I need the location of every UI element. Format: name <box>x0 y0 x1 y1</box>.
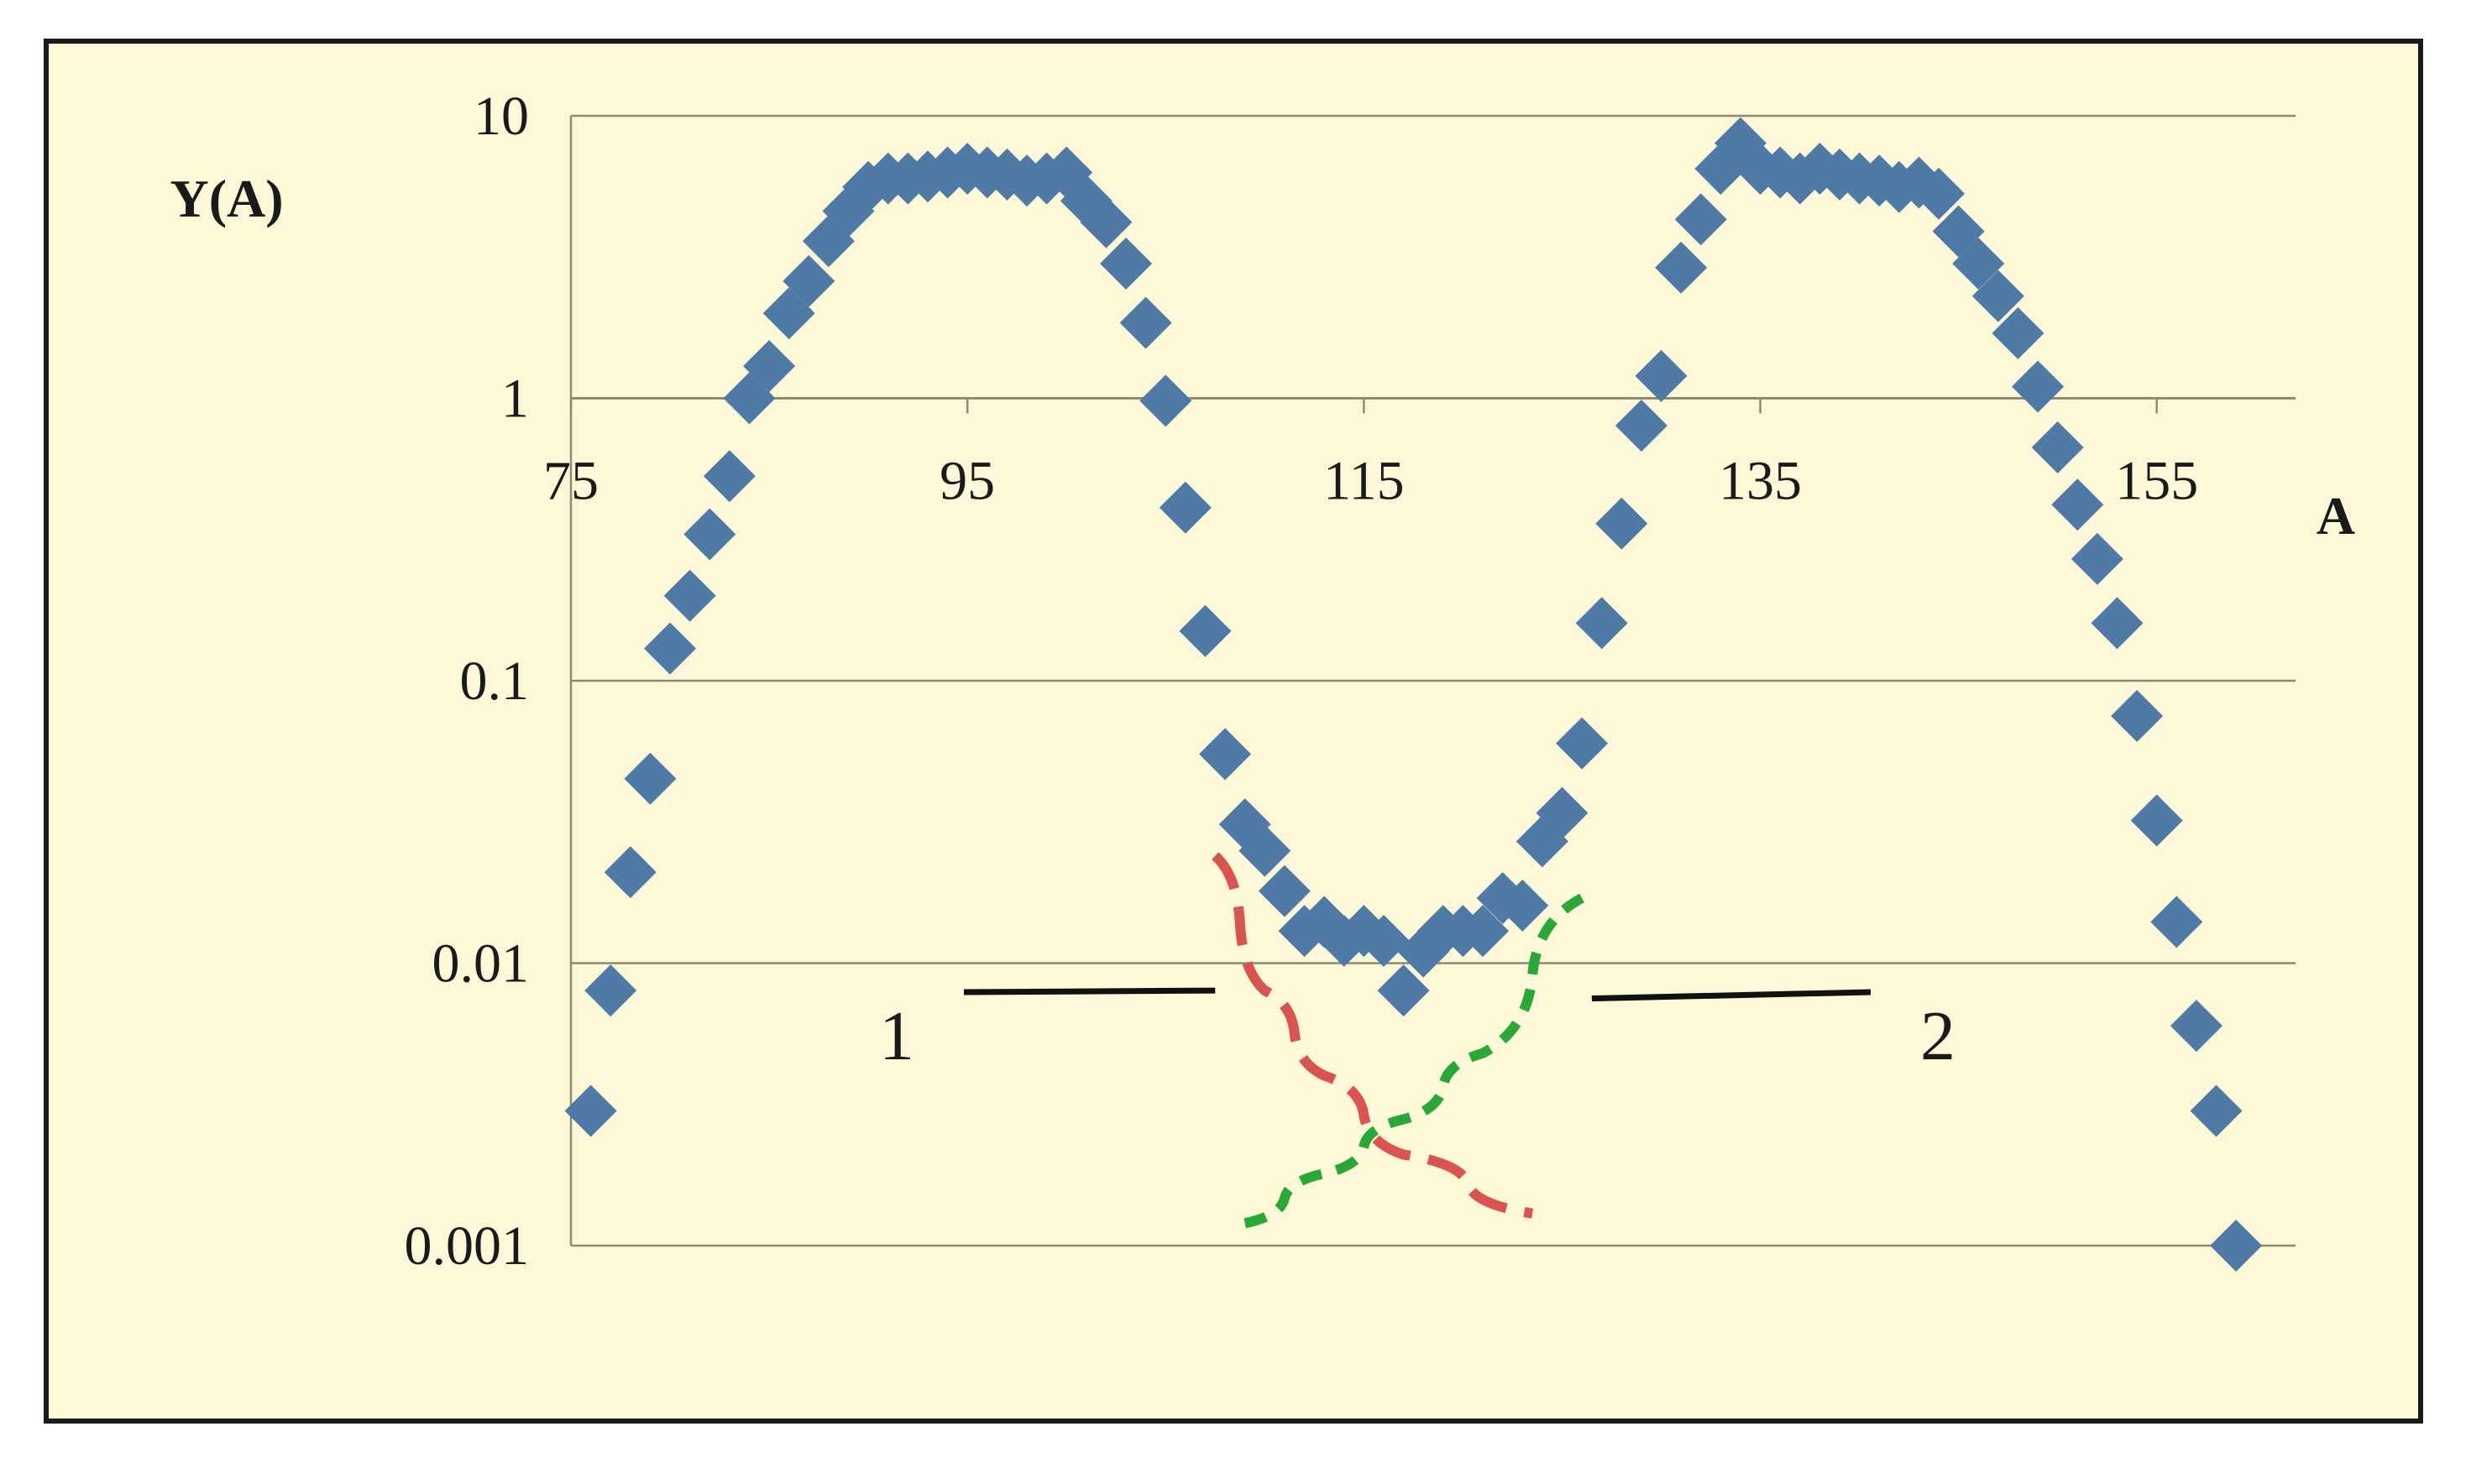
data-point <box>1139 374 1192 427</box>
data-point <box>663 569 716 622</box>
callout-line-1 <box>963 987 1216 995</box>
fit-curves <box>1212 852 1584 1229</box>
data-point <box>2031 421 2084 474</box>
data-point <box>2091 597 2144 650</box>
data-point <box>1100 237 1153 290</box>
fit-curve-1 <box>1212 852 1533 1219</box>
data-point <box>1635 349 1688 402</box>
data-point <box>1377 964 1430 1017</box>
data-point <box>1179 604 1232 657</box>
grid-lines <box>569 114 2296 1247</box>
data-point <box>2150 896 2203 948</box>
data-point <box>1080 196 1133 248</box>
callout-line-2 <box>1591 989 1872 1002</box>
data-point <box>1476 871 1529 924</box>
data-point <box>1199 728 1252 781</box>
x-tick-label: 95 <box>940 451 995 512</box>
data-points <box>564 117 2263 1272</box>
y-tick-label: 1 <box>501 368 529 430</box>
data-point <box>1496 879 1549 932</box>
data-point <box>2012 360 2065 413</box>
data-point <box>2051 478 2104 531</box>
data-point <box>1556 717 1609 770</box>
data-point <box>703 450 756 503</box>
data-point <box>1357 914 1410 967</box>
data-point <box>743 340 796 393</box>
data-point <box>1971 269 2024 322</box>
data-point <box>2170 1000 2222 1053</box>
data-point <box>1159 481 1212 534</box>
data-point <box>1536 786 1589 839</box>
x-axis-title: A <box>2317 486 2355 546</box>
data-point <box>2071 532 2123 585</box>
data-point <box>1595 497 1648 550</box>
data-point <box>1575 597 1628 650</box>
data-point <box>1992 306 2044 359</box>
x-tick-label: 135 <box>1719 451 1802 512</box>
callout-label-2: 2 <box>1920 997 1955 1075</box>
data-point <box>2130 794 2183 847</box>
data-point <box>624 752 677 805</box>
data-point <box>2210 1220 2263 1272</box>
data-point <box>1119 296 1172 349</box>
data-point <box>1258 865 1311 917</box>
x-tick-labels: 75 95 115 135 155 <box>543 398 2198 512</box>
data-point <box>1694 142 1747 195</box>
y-tick-label: 0.01 <box>432 933 530 995</box>
data-point <box>604 846 657 899</box>
data-point <box>802 215 855 268</box>
data-point <box>2190 1084 2243 1137</box>
data-point <box>1457 905 1510 958</box>
data-point <box>822 185 875 238</box>
x-tick-label: 75 <box>543 451 599 512</box>
data-point <box>2111 690 2164 743</box>
data-point <box>584 964 637 1017</box>
y-tick-label: 0.001 <box>405 1215 530 1277</box>
data-point <box>1913 167 1966 220</box>
data-point <box>564 1084 617 1137</box>
data-point <box>1238 824 1291 877</box>
y-axis-title: Y(A) <box>170 169 283 228</box>
data-point <box>783 254 835 307</box>
y-tick-label: 0.1 <box>460 651 530 712</box>
data-point <box>1655 241 1708 294</box>
y-tick-label: 10 <box>474 86 529 147</box>
x-tick-label: 155 <box>2115 451 2198 512</box>
data-point <box>1674 193 1727 246</box>
data-point <box>1615 400 1667 452</box>
callout-label-1: 1 <box>879 997 914 1075</box>
data-point <box>683 508 736 561</box>
x-tick-label: 115 <box>1323 451 1405 512</box>
data-point <box>1952 237 2005 290</box>
y-tick-labels: 10 1 0.1 0.01 0.001 <box>405 86 530 1277</box>
data-point <box>644 622 697 675</box>
